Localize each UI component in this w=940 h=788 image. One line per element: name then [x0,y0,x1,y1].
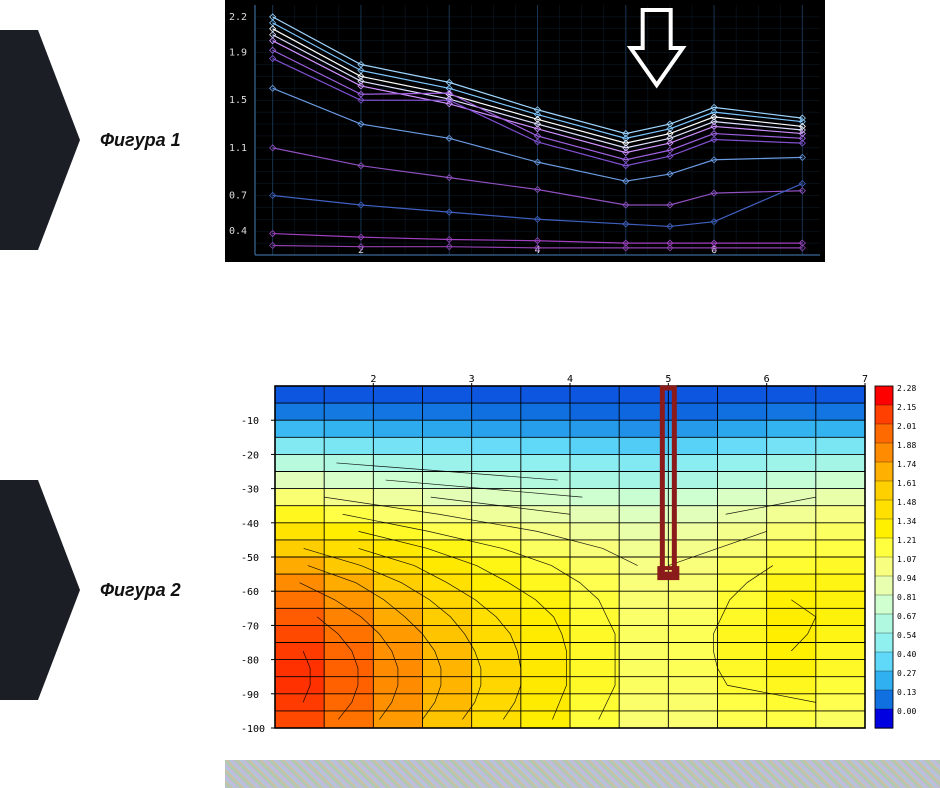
svg-text:1.34: 1.34 [897,517,916,526]
figure1-chart: 2.21.91.51.10.70.4246 [225,0,825,262]
svg-text:-80: -80 [241,656,259,667]
figure1-label: Фигура 1 [100,130,181,151]
svg-text:0.7: 0.7 [229,190,247,201]
svg-text:1.48: 1.48 [897,498,916,507]
svg-text:2.2: 2.2 [229,12,247,23]
svg-text:-40: -40 [241,519,259,530]
svg-text:2.15: 2.15 [897,403,916,412]
svg-text:0.27: 0.27 [897,669,916,678]
svg-text:2.28: 2.28 [897,384,916,393]
svg-text:0.67: 0.67 [897,612,916,621]
svg-text:-70: -70 [241,621,259,632]
svg-text:1.07: 1.07 [897,555,916,564]
label-arrow-2 [0,480,80,680]
svg-text:1.21: 1.21 [897,536,916,545]
label-arrow-1 [0,30,80,230]
svg-text:0.54: 0.54 [897,631,916,640]
svg-text:-50: -50 [241,553,259,564]
svg-text:0.4: 0.4 [229,226,247,237]
svg-text:0.40: 0.40 [897,650,916,659]
svg-text:0.13: 0.13 [897,688,916,697]
svg-text:-90: -90 [241,690,259,701]
svg-text:0.81: 0.81 [897,593,916,602]
svg-text:-100: -100 [241,724,265,735]
svg-text:1.61: 1.61 [897,479,916,488]
svg-text:0.00: 0.00 [897,707,916,716]
svg-text:1.9: 1.9 [229,48,247,59]
svg-text:1.5: 1.5 [229,95,247,106]
bottom-decorative-strip [225,760,940,788]
svg-text:1.74: 1.74 [897,460,916,469]
svg-text:0.94: 0.94 [897,574,916,583]
figure2-chart: 234567-10-20-30-40-50-60-70-80-90-1002.2… [225,368,940,738]
figure2-svg: 234567-10-20-30-40-50-60-70-80-90-1002.2… [225,368,940,738]
svg-text:1.88: 1.88 [897,441,916,450]
svg-text:-10: -10 [241,416,259,427]
page: Фигура 1 2.21.91.51.10.70.4246 Фигура 2 … [0,0,940,788]
svg-text:-60: -60 [241,587,259,598]
figure2-label: Фигура 2 [100,580,181,601]
svg-text:1.1: 1.1 [229,143,247,154]
svg-text:-20: -20 [241,450,259,461]
svg-text:-30: -30 [241,485,259,496]
svg-text:2.01: 2.01 [897,422,916,431]
figure1-svg: 2.21.91.51.10.70.4246 [225,0,825,262]
